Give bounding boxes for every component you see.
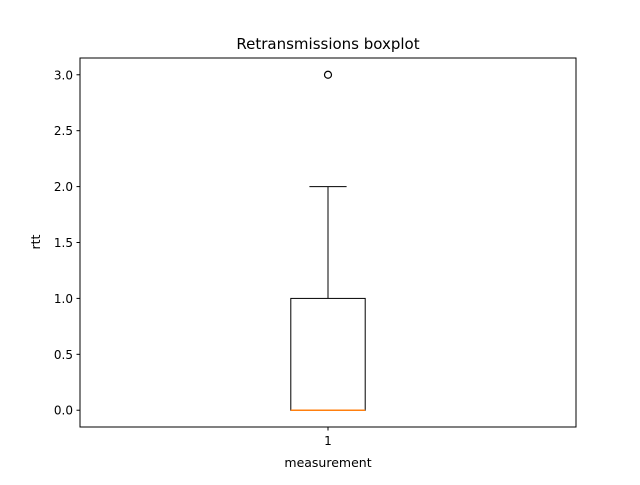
x-axis-label: measurement <box>284 455 371 470</box>
box-series <box>290 70 366 411</box>
y-axis: 0.0 0.5 1.0 1.5 2.0 2.5 3.0 <box>54 68 80 418</box>
box-iqr <box>290 297 366 411</box>
outlier-point <box>323 70 333 79</box>
y-tick-label: 0.5 <box>54 348 73 362</box>
y-tick-label: 1.0 <box>54 292 73 306</box>
y-tick-label: 2.0 <box>54 180 73 194</box>
x-axis: 1 <box>324 427 332 448</box>
y-axis-label: rtt <box>28 234 43 249</box>
x-tick-label: 1 <box>324 434 332 448</box>
y-tick-label: 0.0 <box>54 404 73 418</box>
chart-title: Retransmissions boxplot <box>236 35 419 53</box>
box-group <box>290 70 366 411</box>
y-tick-label: 3.0 <box>54 68 73 82</box>
y-tick-label: 2.5 <box>54 124 73 138</box>
y-tick-label: 1.5 <box>54 236 73 250</box>
